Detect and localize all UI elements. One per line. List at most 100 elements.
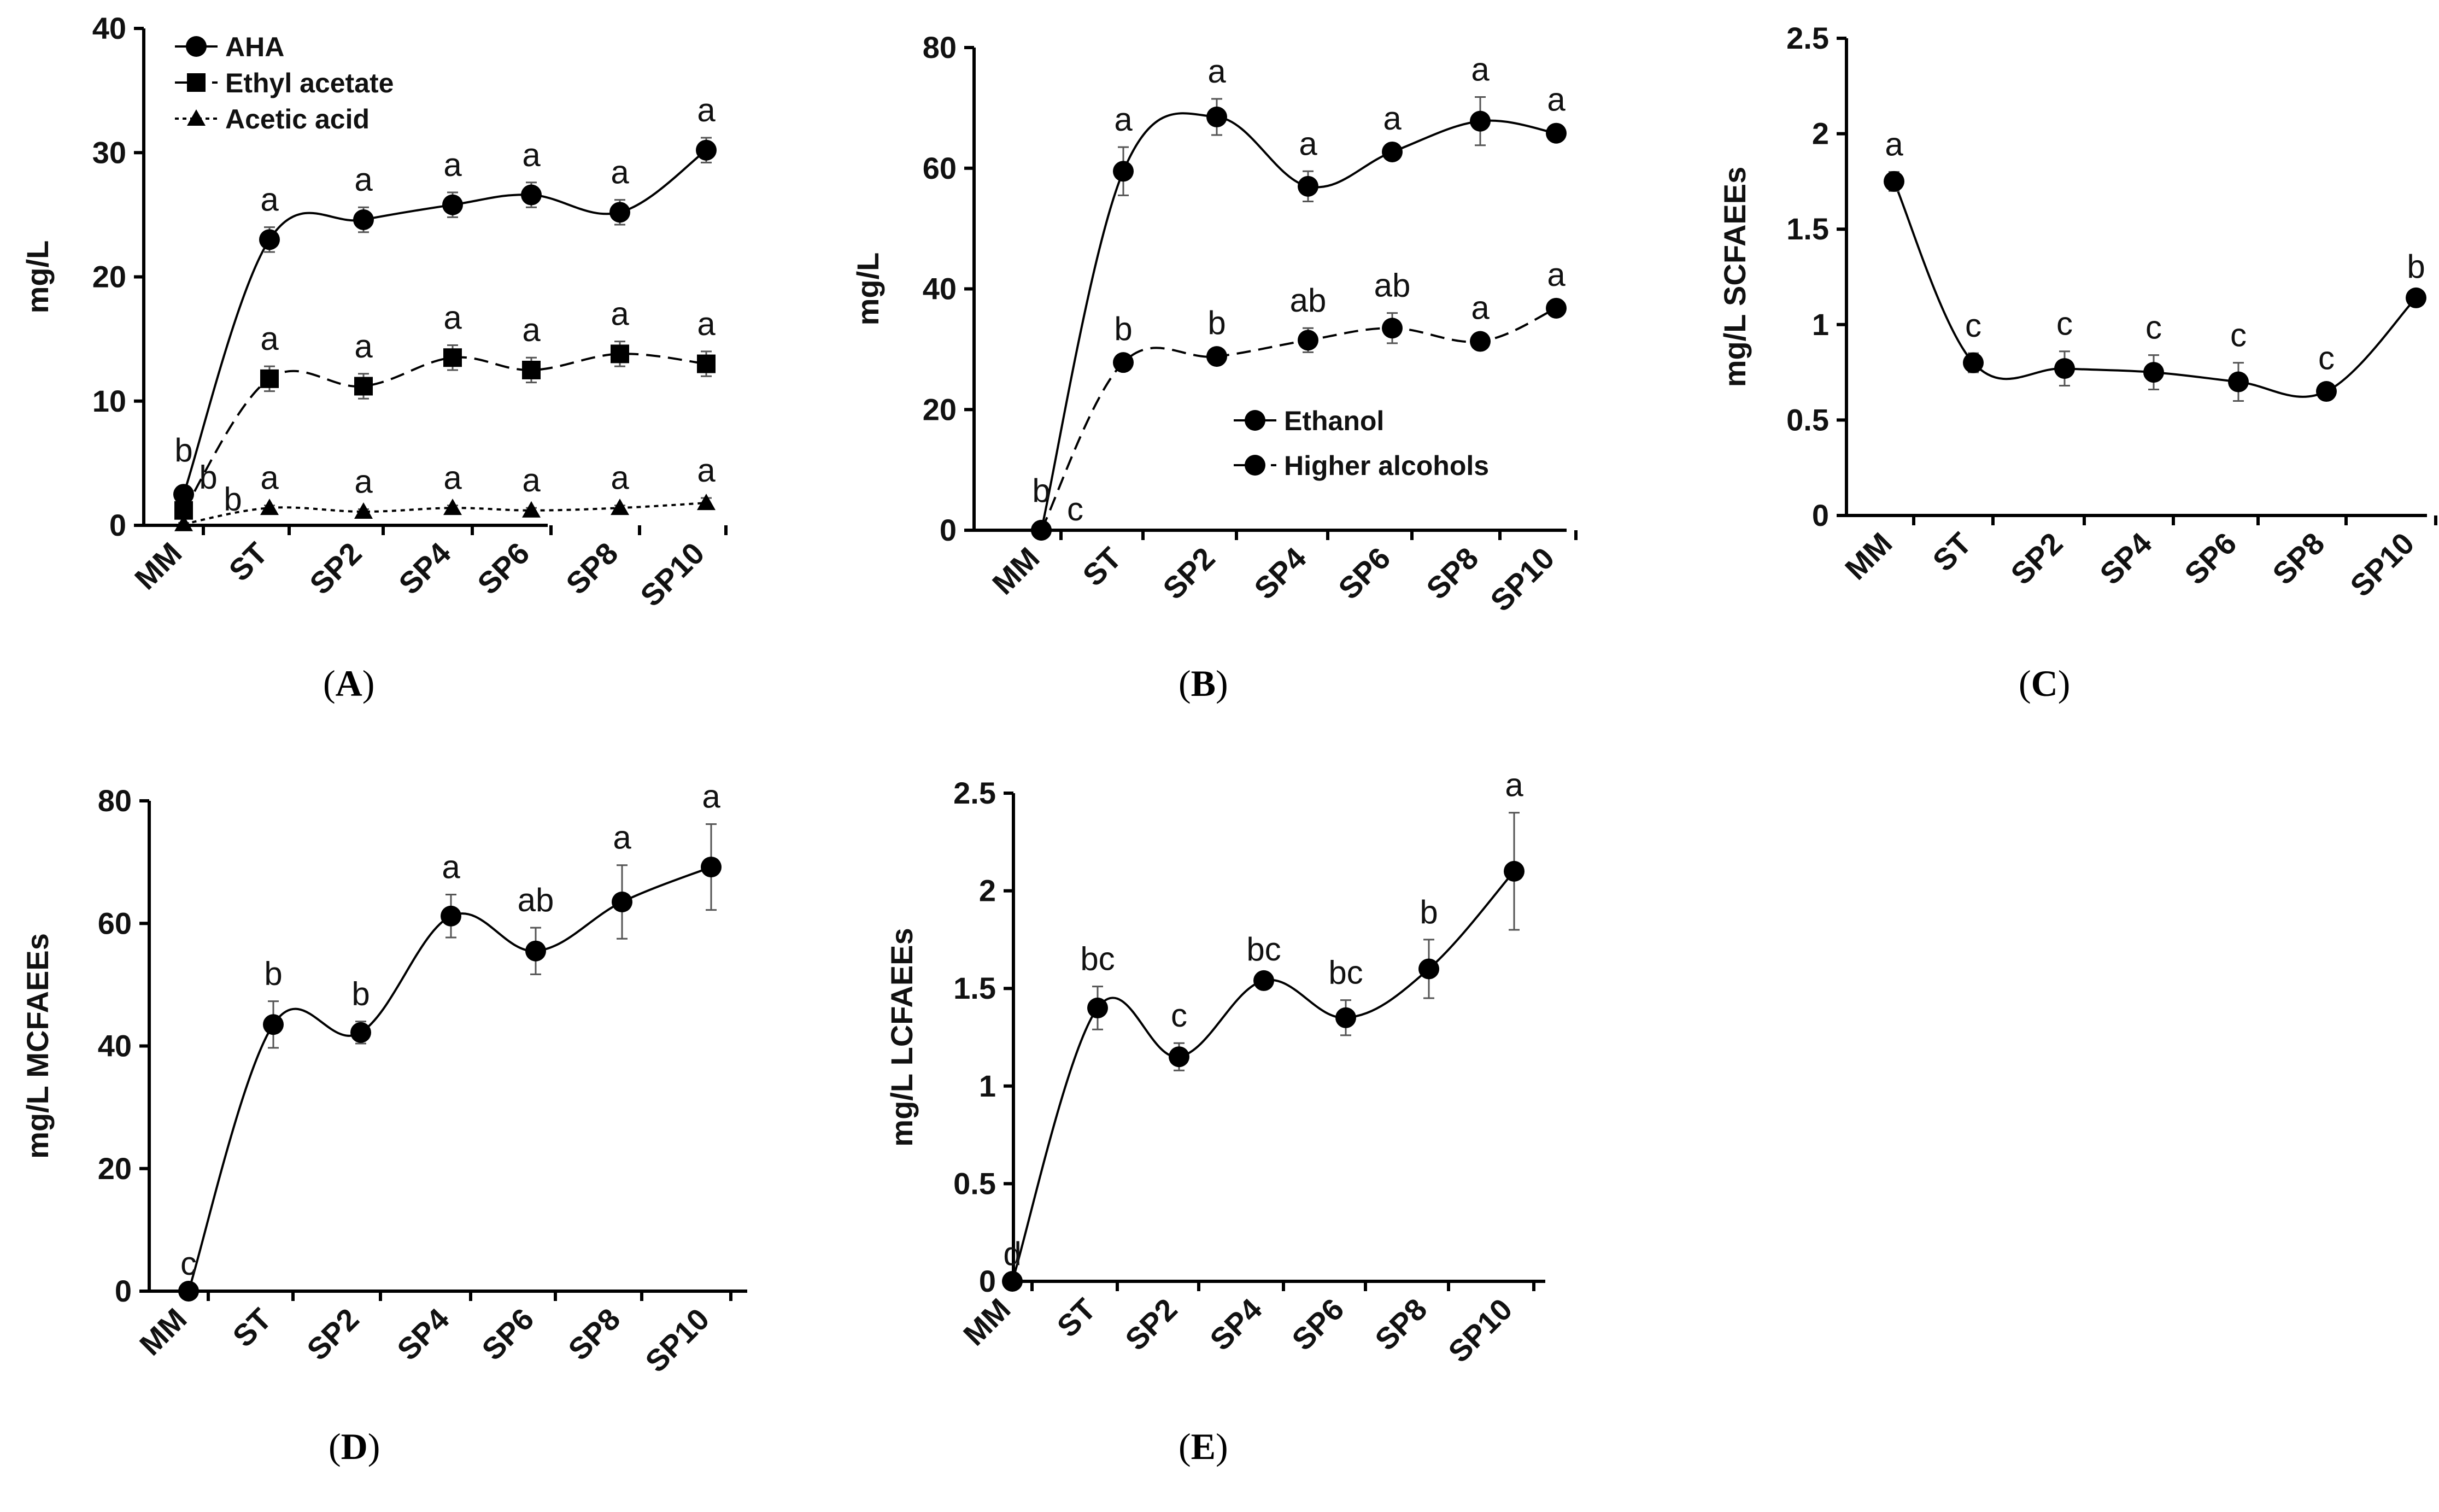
data-point: [2143, 362, 2164, 383]
y-axis-label: mg/L: [851, 253, 885, 326]
y-tick-label: 60: [98, 906, 132, 940]
significance-letter: a: [522, 312, 541, 348]
series-line: [187, 866, 712, 1292]
significance-letter: a: [1207, 53, 1226, 90]
y-tick-label: 40: [923, 272, 957, 306]
significance-letter: b: [1032, 472, 1050, 509]
significance-letter: a: [260, 181, 279, 218]
legend-marker: [186, 36, 207, 57]
data-point: [611, 499, 629, 515]
legend-label: AHA: [225, 32, 284, 62]
x-tick-label: SP8: [1368, 1292, 1433, 1357]
data-point: [697, 354, 716, 373]
y-tick-label: 60: [923, 151, 957, 185]
significance-letter: a: [1547, 256, 1566, 293]
significance-letter: a: [260, 460, 279, 496]
x-tick-label: SP2: [1118, 1292, 1183, 1357]
significance-letter: a: [611, 296, 629, 332]
x-tick-label: SP4: [1203, 1292, 1268, 1357]
data-point: [697, 494, 716, 511]
data-point: [2228, 371, 2249, 392]
legend-label: Ethyl acetate: [225, 68, 394, 98]
data-point: [442, 194, 463, 215]
significance-letter: c: [2230, 317, 2247, 354]
data-point: [2406, 287, 2426, 308]
significance-letter: b: [264, 956, 282, 992]
legend-marker: [187, 109, 206, 126]
significance-letter: bc: [1246, 931, 1281, 968]
data-point: [1206, 346, 1227, 367]
y-tick-label: 0: [940, 513, 957, 547]
significance-letter: a: [1505, 767, 1523, 804]
significance-letter: a: [522, 137, 541, 173]
data-point: [611, 344, 629, 364]
y-tick-label: 0: [115, 1274, 132, 1308]
significance-letter: c: [1171, 997, 1187, 1034]
data-point: [521, 184, 542, 206]
data-point: [441, 905, 461, 927]
data-point: [522, 501, 541, 518]
data-point: [350, 1022, 371, 1043]
legend-marker: [1245, 455, 1265, 476]
significance-letter: c: [2318, 340, 2335, 377]
data-point: [1504, 860, 1525, 882]
caption-a: (A): [323, 663, 375, 704]
y-tick-label: 2.5: [1786, 21, 1829, 55]
significance-letter: a: [354, 161, 373, 198]
y-tick-label: 20: [923, 392, 957, 426]
data-point: [1298, 175, 1318, 197]
data-point: [1113, 352, 1134, 373]
significance-letter: ab: [1290, 282, 1327, 319]
significance-letter: a: [1471, 51, 1490, 88]
significance-letter: a: [354, 463, 373, 500]
data-point: [2316, 381, 2337, 402]
data-point: [354, 377, 373, 396]
y-tick-label: 2: [1812, 116, 1829, 151]
data-point: [696, 139, 717, 161]
significance-letter: d: [1003, 1235, 1021, 1272]
x-tick-label: SP6: [1285, 1292, 1350, 1357]
caption-c: (C): [2019, 663, 2071, 704]
x-tick-label: SP10: [1441, 1292, 1518, 1369]
y-tick-label: 20: [92, 260, 126, 294]
y-tick-label: 1: [1812, 307, 1829, 342]
legend-label: Higher alcohols: [1284, 450, 1489, 481]
y-tick-label: 40: [98, 1029, 132, 1063]
significance-letter: a: [443, 146, 462, 183]
significance-letter: b: [199, 459, 217, 496]
data-point: [1087, 997, 1108, 1018]
significance-letter: a: [702, 778, 720, 815]
y-tick-label: 10: [92, 384, 126, 418]
data-point: [525, 940, 546, 962]
data-point: [612, 892, 632, 913]
significance-letter: a: [697, 92, 716, 128]
y-tick-label: 40: [92, 11, 126, 45]
significance-letter: a: [354, 328, 373, 365]
significance-letter: a: [1383, 100, 1402, 137]
data-point: [1113, 161, 1134, 182]
caption-e: (E): [1179, 1426, 1228, 1467]
significance-letter: a: [1885, 126, 1903, 162]
series-line: [183, 353, 707, 511]
y-tick-label: 2: [979, 874, 996, 908]
y-tick-label: 0.5: [1786, 402, 1829, 437]
y-tick-label: 0.5: [953, 1166, 996, 1200]
significance-letter: a: [522, 462, 541, 499]
y-tick-label: 1.5: [953, 971, 996, 1005]
y-tick-label: 0: [1812, 498, 1829, 532]
significance-letter: b: [1114, 310, 1132, 347]
significance-letter: c: [180, 1245, 197, 1282]
legend-label: Acetic acid: [225, 104, 370, 134]
significance-letter: c: [1965, 307, 1981, 344]
data-point: [1206, 106, 1227, 127]
data-point: [259, 229, 280, 250]
significance-letter: a: [697, 452, 716, 489]
y-tick-label: 0: [109, 508, 126, 542]
data-point: [1253, 970, 1274, 991]
data-point: [178, 1281, 199, 1302]
